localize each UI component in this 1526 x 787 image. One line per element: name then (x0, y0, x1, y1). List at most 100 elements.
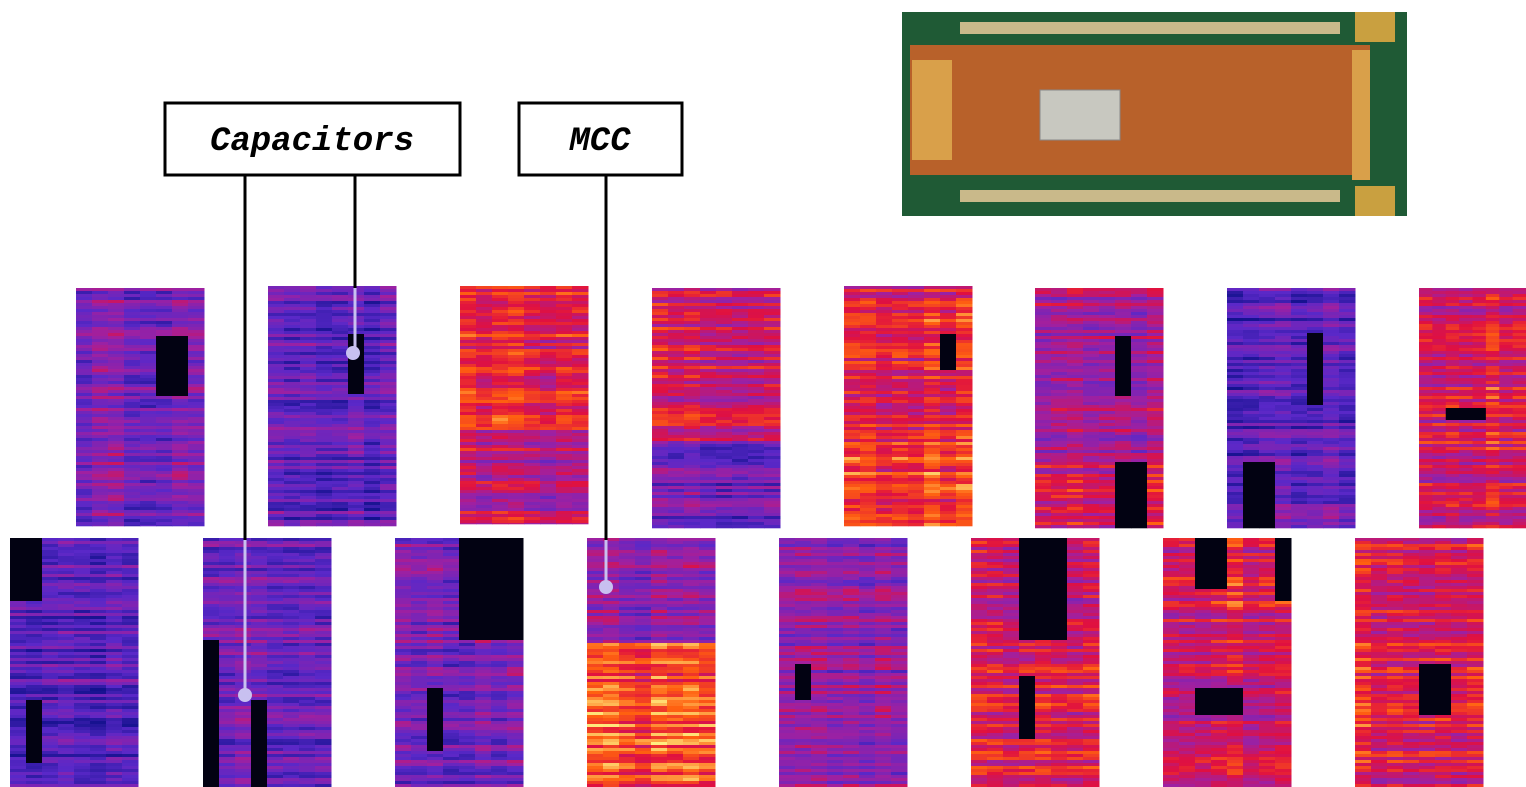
heatmap-cell (1485, 450, 1500, 454)
heatmap-cell (364, 286, 381, 290)
heatmap-cell (1243, 462, 1260, 466)
heatmap-cell (764, 447, 781, 451)
heatmap-cell (956, 481, 973, 485)
heatmap-cell (460, 358, 477, 362)
heatmap-cell (844, 340, 861, 344)
heatmap-cell (156, 402, 173, 406)
heatmap-cell (140, 390, 157, 394)
heatmap-cell (908, 397, 925, 401)
heatmap-cell (876, 436, 893, 440)
heatmap-cell (1291, 474, 1308, 478)
heatmap-cell (572, 442, 589, 446)
heatmap-cell (860, 394, 877, 398)
heatmap-cell (1051, 384, 1068, 388)
heatmap-cell (508, 352, 525, 356)
heatmap-cell (172, 339, 189, 343)
heatmap-cell (1051, 483, 1068, 487)
heatmap-cell (844, 514, 861, 518)
heatmap-cell (348, 454, 365, 458)
heatmap-cell (1115, 408, 1132, 412)
heatmap-cell (1259, 501, 1276, 505)
heatmap-cell (156, 330, 173, 334)
heatmap-cell (1259, 297, 1276, 301)
heatmap-cell (172, 381, 189, 385)
heatmap-cell (540, 502, 557, 506)
heatmap-cell (172, 408, 189, 412)
heatmap-cell (924, 376, 941, 380)
heatmap-cell (716, 363, 733, 367)
heatmap-cell (188, 423, 205, 427)
heatmap-cell (460, 475, 477, 479)
heatmap-cell (1067, 489, 1084, 493)
heatmap-cell (108, 330, 125, 334)
heatmap-cell (572, 367, 589, 371)
heatmap-cell (524, 451, 541, 455)
heatmap-cell (1259, 477, 1276, 481)
heatmap-cell (940, 451, 957, 455)
heatmap-cell (1099, 492, 1116, 496)
heatmap-cell (1083, 357, 1100, 361)
heatmap-cell (1067, 414, 1084, 418)
heatmap-cell (1259, 474, 1276, 478)
heatmap-cell (1051, 522, 1068, 526)
heatmap-cell (572, 430, 589, 434)
heatmap-cell (140, 441, 157, 445)
heatmap-cell (764, 501, 781, 505)
heatmap-cell (1445, 360, 1460, 364)
heatmap-cell (1419, 354, 1433, 358)
heatmap-cell (1147, 525, 1164, 529)
heatmap-cell (476, 520, 493, 524)
heatmap-cell (492, 301, 509, 305)
heatmap-cell (956, 424, 973, 428)
heatmap-cell (652, 459, 669, 463)
heatmap-cell (492, 304, 509, 308)
heatmap-cell (556, 406, 573, 410)
heatmap-cell (1291, 336, 1308, 340)
heatmap-cell (108, 486, 125, 490)
heatmap-cell (1419, 471, 1433, 475)
heatmap-cell (1035, 399, 1052, 403)
heatmap-cell (732, 297, 749, 301)
heatmap-cell (524, 499, 541, 503)
heatmap-cell (1307, 354, 1324, 358)
heatmap-cell (940, 502, 957, 506)
heatmap-cell (364, 490, 381, 494)
heatmap-cell (108, 411, 125, 415)
heatmap-cell (1432, 387, 1447, 391)
heatmap-cell (124, 327, 141, 331)
heatmap-cell (124, 291, 141, 295)
heatmap-cell (268, 379, 285, 383)
heatmap-cell (460, 421, 477, 425)
heatmap-cell (892, 517, 909, 521)
heatmap-cell (860, 448, 877, 452)
heatmap-cell (892, 379, 909, 383)
heatmap-cell (1259, 405, 1276, 409)
heatmap-cell (924, 394, 941, 398)
heatmap-cell (1131, 420, 1148, 424)
heatmap-cell (1323, 444, 1340, 448)
heatmap-cell (732, 405, 749, 409)
heatmap-cell (732, 486, 749, 490)
heatmap-cell (844, 331, 861, 335)
heatmap-cell (140, 297, 157, 301)
heatmap-cell (1099, 441, 1116, 445)
heatmap-cell (156, 384, 173, 388)
heatmap-cell (76, 327, 93, 331)
heatmap-cell (1243, 396, 1260, 400)
heatmap-cell (1227, 291, 1244, 295)
heatmap-cell (924, 313, 941, 317)
heatmap-cell (284, 388, 301, 392)
heatmap-cell (492, 310, 509, 314)
heatmap-cell (124, 435, 141, 439)
heatmap-cell (268, 382, 285, 386)
heatmap-cell (716, 474, 733, 478)
heatmap-cell (188, 516, 205, 520)
heatmap-cell (1275, 354, 1292, 358)
heatmap-cell (156, 489, 173, 493)
heatmap-cell (1432, 318, 1447, 322)
heatmap-cell (716, 321, 733, 325)
heatmap-cell (1099, 411, 1116, 415)
heatmap-cell (540, 457, 557, 461)
heatmap-cell (732, 318, 749, 322)
heatmap-cell (140, 459, 157, 463)
